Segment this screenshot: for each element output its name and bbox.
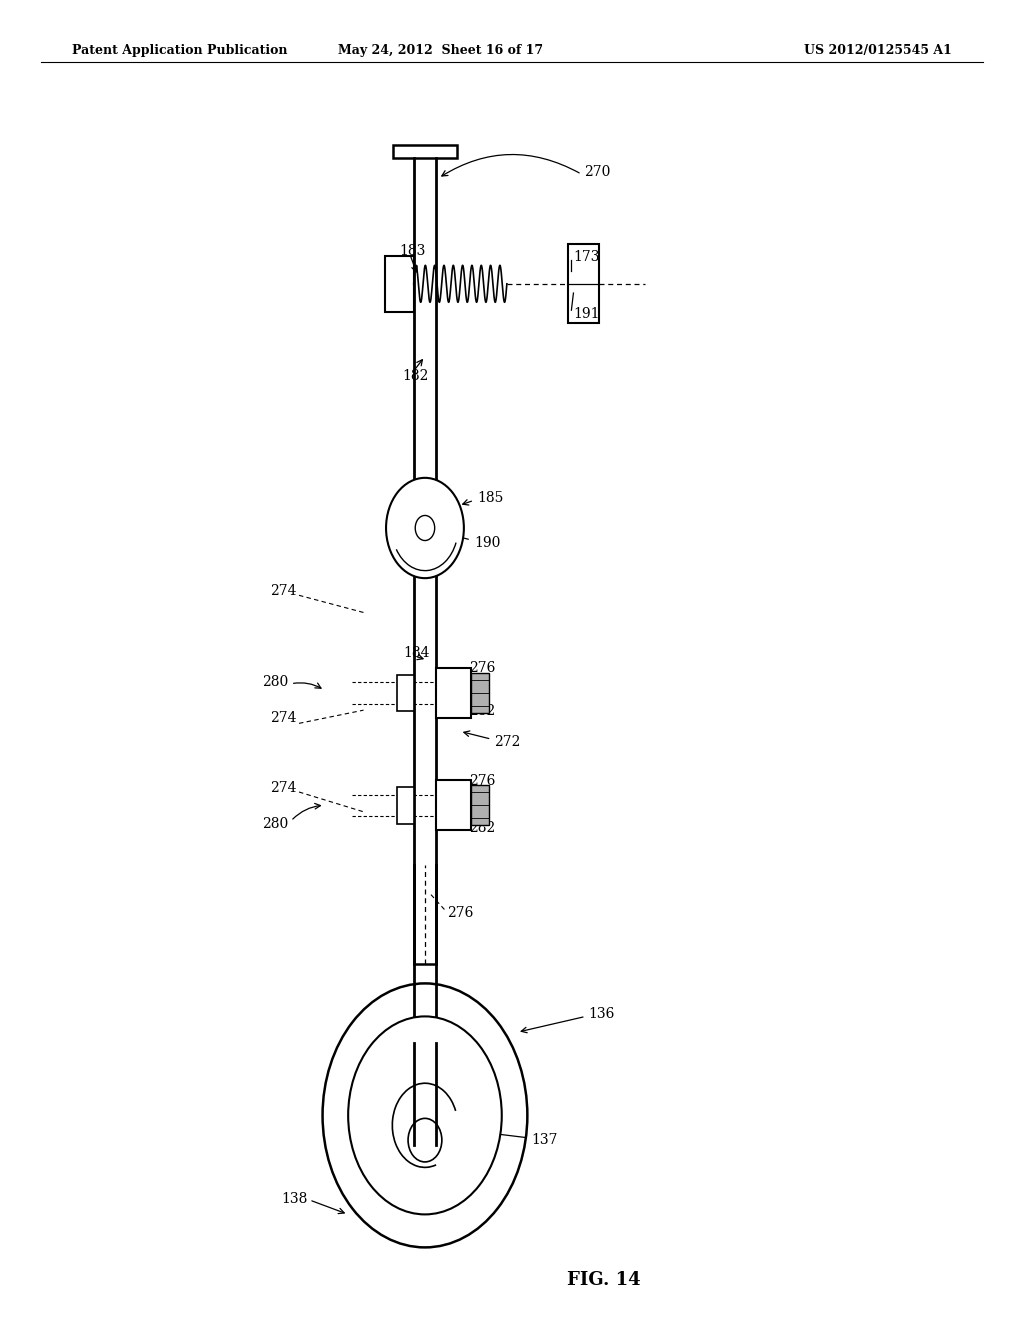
Text: 276: 276 xyxy=(469,661,496,675)
Text: US 2012/0125545 A1: US 2012/0125545 A1 xyxy=(805,44,952,57)
Text: 282: 282 xyxy=(469,821,496,834)
Text: 282: 282 xyxy=(469,705,496,718)
Text: 270: 270 xyxy=(584,165,610,178)
Text: 136: 136 xyxy=(589,1007,615,1020)
Text: 185: 185 xyxy=(477,491,504,504)
Circle shape xyxy=(348,1016,502,1214)
Text: 183: 183 xyxy=(399,244,426,257)
Text: 274: 274 xyxy=(270,711,297,725)
Bar xyxy=(393,145,457,158)
Bar xyxy=(436,780,471,830)
Bar xyxy=(471,673,489,713)
Bar xyxy=(397,787,414,824)
Text: 280: 280 xyxy=(262,676,289,689)
Text: Patent Application Publication: Patent Application Publication xyxy=(72,44,287,57)
Text: 276: 276 xyxy=(447,907,474,920)
Text: FIG. 14: FIG. 14 xyxy=(567,1271,641,1290)
Bar xyxy=(568,244,599,323)
Text: 274: 274 xyxy=(270,585,297,598)
Circle shape xyxy=(386,478,464,578)
Bar xyxy=(385,256,414,312)
Text: 182: 182 xyxy=(402,370,429,383)
Text: 138: 138 xyxy=(281,1192,307,1205)
Text: May 24, 2012  Sheet 16 of 17: May 24, 2012 Sheet 16 of 17 xyxy=(338,44,543,57)
Bar xyxy=(436,668,471,718)
Text: 274: 274 xyxy=(270,781,297,795)
Text: 173: 173 xyxy=(573,251,600,264)
Text: 280: 280 xyxy=(262,817,289,830)
Text: 191: 191 xyxy=(573,308,600,321)
Bar xyxy=(471,785,489,825)
Text: 184: 184 xyxy=(403,647,430,660)
Bar xyxy=(397,675,414,711)
Text: 190: 190 xyxy=(474,536,501,549)
Text: 137: 137 xyxy=(531,1134,558,1147)
Text: 272: 272 xyxy=(494,735,520,748)
Text: 276: 276 xyxy=(469,775,496,788)
